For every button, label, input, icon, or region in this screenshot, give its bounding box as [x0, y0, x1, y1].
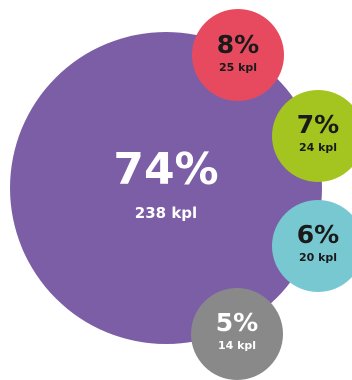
bubble-percent-label: 74%	[113, 144, 218, 195]
bubble-percent-label: 6%	[297, 220, 339, 249]
bubble-4: 5% 14 kpl	[191, 288, 283, 380]
bubble-circle-0	[10, 32, 322, 344]
bubble-count-label: 238 kpl	[135, 204, 197, 222]
bubble-circle-4	[191, 288, 283, 380]
bubble-1: 8% 25 kpl	[192, 9, 284, 101]
bubble-count-label: 25 kpl	[219, 61, 257, 74]
bubble-3: 6% 20 kpl	[272, 200, 352, 292]
bubble-0: 74% 238 kpl	[10, 32, 322, 344]
bubble-circle-2	[272, 90, 352, 182]
bubble-percent-label: 5%	[216, 308, 258, 337]
bubble-circle-1	[192, 9, 284, 101]
bubble-count-label: 24 kpl	[299, 141, 337, 154]
bubble-count-label: 20 kpl	[299, 251, 337, 264]
bubble-percent-label: 7%	[297, 110, 339, 139]
bubble-count-label: 14 kpl	[218, 339, 256, 352]
bubble-percent-label: 8%	[217, 30, 259, 59]
bubble-circle-3	[272, 200, 352, 292]
bubble-2: 7% 24 kpl	[272, 90, 352, 182]
